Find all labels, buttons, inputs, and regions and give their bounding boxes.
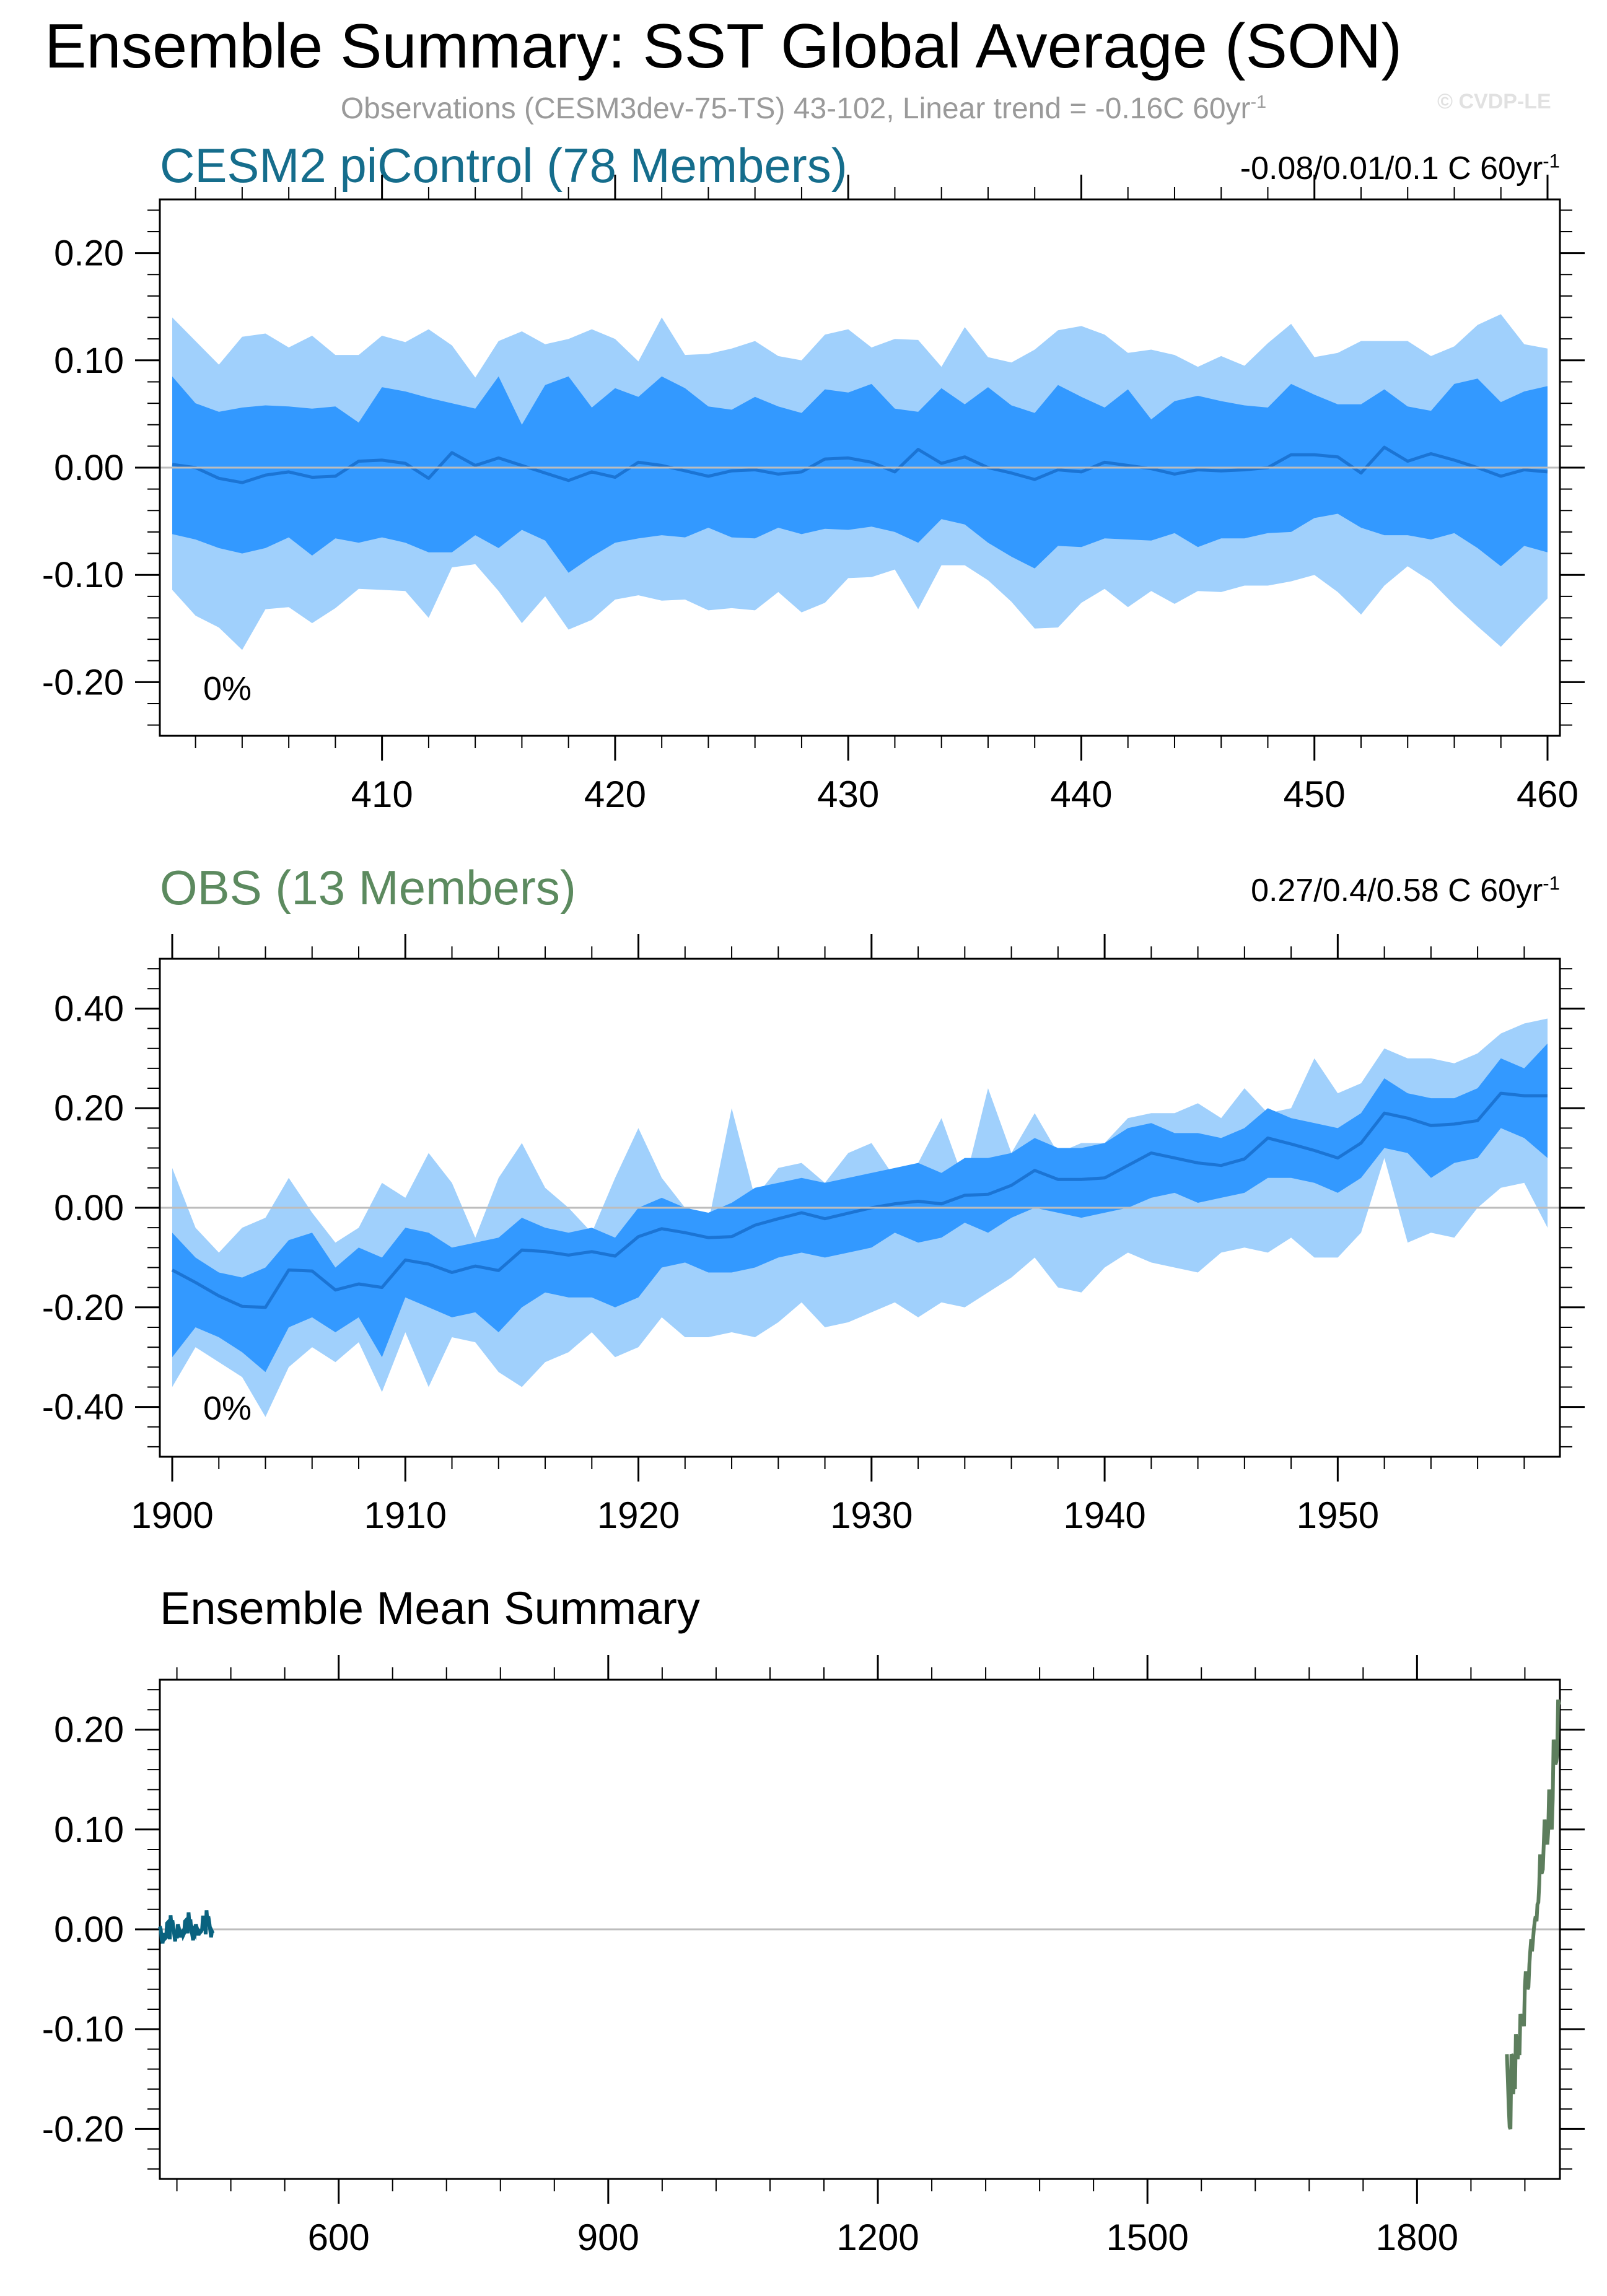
panel-2-title: OBS (13 Members) xyxy=(160,860,576,915)
panel-2-axes: -0.40 -0.20 0.00 0.20 0.40 1900 1910 1920 1930 19… xyxy=(42,934,1585,1536)
y-tick-label: -0.20 xyxy=(42,662,124,702)
x-tick-label: 430 xyxy=(817,774,879,815)
observations-subtitle: Observations (CESM3dev-75-TS) 43-102, Li… xyxy=(0,92,1607,126)
panel-2-trend-text: 0.27/0.4/0.58 C 60yr xyxy=(1251,873,1543,909)
panel-1-trend: -0.08/0.01/0.1 C 60yr-1 xyxy=(1240,150,1560,187)
watermark: © CVDP-LE xyxy=(1437,90,1551,113)
y-tick-label: 0.20 xyxy=(54,1088,124,1128)
panel-1-title: CESM2 piControl (78 Members) xyxy=(160,138,847,193)
em-obs-line xyxy=(1505,1699,1561,2130)
x-tick-label: 1930 xyxy=(830,1495,913,1536)
x-tick-label: 1940 xyxy=(1063,1495,1145,1536)
panel-1-trend-text: -0.08/0.01/0.1 C 60yr xyxy=(1240,151,1543,186)
panel-1-plot: 0% xyxy=(172,314,1548,707)
x-tick-label: 440 xyxy=(1050,774,1112,815)
p10-p90-band xyxy=(172,376,1548,573)
y-tick-label: -0.10 xyxy=(42,2009,124,2049)
panel-3-plot xyxy=(158,1699,1561,2130)
x-tick-label: 1920 xyxy=(597,1495,680,1536)
ensemble-mean-line xyxy=(171,1091,1548,1309)
y-tick-label: 0.00 xyxy=(54,1188,124,1228)
x-tick-label: 460 xyxy=(1517,774,1579,815)
panel-1-axes: -0.20 -0.10 0.00 0.10 0.20 410 420 430 440 450 460 xyxy=(42,175,1585,815)
x-tick-label: 450 xyxy=(1284,774,1346,815)
x-tick-label: 410 xyxy=(351,774,413,815)
x-tick-label: 420 xyxy=(584,774,646,815)
panel-2-plot: 0% xyxy=(171,1018,1548,1427)
percent-label: 0% xyxy=(203,1390,252,1427)
x-tick-label: 1950 xyxy=(1297,1495,1379,1536)
x-tick-label: 1800 xyxy=(1376,2217,1458,2258)
x-tick-label: 1910 xyxy=(364,1495,447,1536)
panel-2-trend-exponent: -1 xyxy=(1543,872,1560,894)
observations-subtitle-exponent: -1 xyxy=(1250,92,1267,112)
y-tick-label: -0.10 xyxy=(42,555,124,595)
y-tick-label: 0.00 xyxy=(54,1910,124,1950)
em-cesm-line xyxy=(158,1910,215,1944)
y-tick-label: 0.20 xyxy=(54,1710,124,1750)
y-tick-label: -0.20 xyxy=(42,1288,124,1328)
panel-3-axes: -0.20 -0.10 0.00 0.10 0.20 600 900 1200 1500 1800 xyxy=(42,1655,1585,2258)
y-tick-label: 0.40 xyxy=(54,989,124,1029)
x-tick-label: 1200 xyxy=(836,2217,919,2258)
y-tick-label: -0.40 xyxy=(42,1387,124,1428)
y-tick-label: -0.20 xyxy=(42,2109,124,2149)
panel-1-trend-exponent: -1 xyxy=(1543,150,1560,172)
x-tick-label: 900 xyxy=(577,2217,639,2258)
x-tick-label: 1500 xyxy=(1106,2217,1188,2258)
y-tick-label: 0.10 xyxy=(54,1810,124,1850)
panel-2-trend: 0.27/0.4/0.58 C 60yr-1 xyxy=(1251,872,1560,909)
percent-label: 0% xyxy=(203,670,252,707)
y-tick-label: 0.10 xyxy=(54,341,124,381)
observations-subtitle-text: Observations (CESM3dev-75-TS) 43-102, Li… xyxy=(340,92,1251,125)
x-tick-label: 600 xyxy=(308,2217,370,2258)
ensemble-mean-line xyxy=(172,445,1548,484)
figure-title: Ensemble Summary: SST Global Average (SO… xyxy=(45,12,1403,81)
y-tick-label: 0.20 xyxy=(54,234,124,274)
panel-3-title: Ensemble Mean Summary xyxy=(160,1582,700,1634)
y-tick-label: 0.00 xyxy=(54,448,124,488)
x-tick-label: 1900 xyxy=(131,1495,213,1536)
